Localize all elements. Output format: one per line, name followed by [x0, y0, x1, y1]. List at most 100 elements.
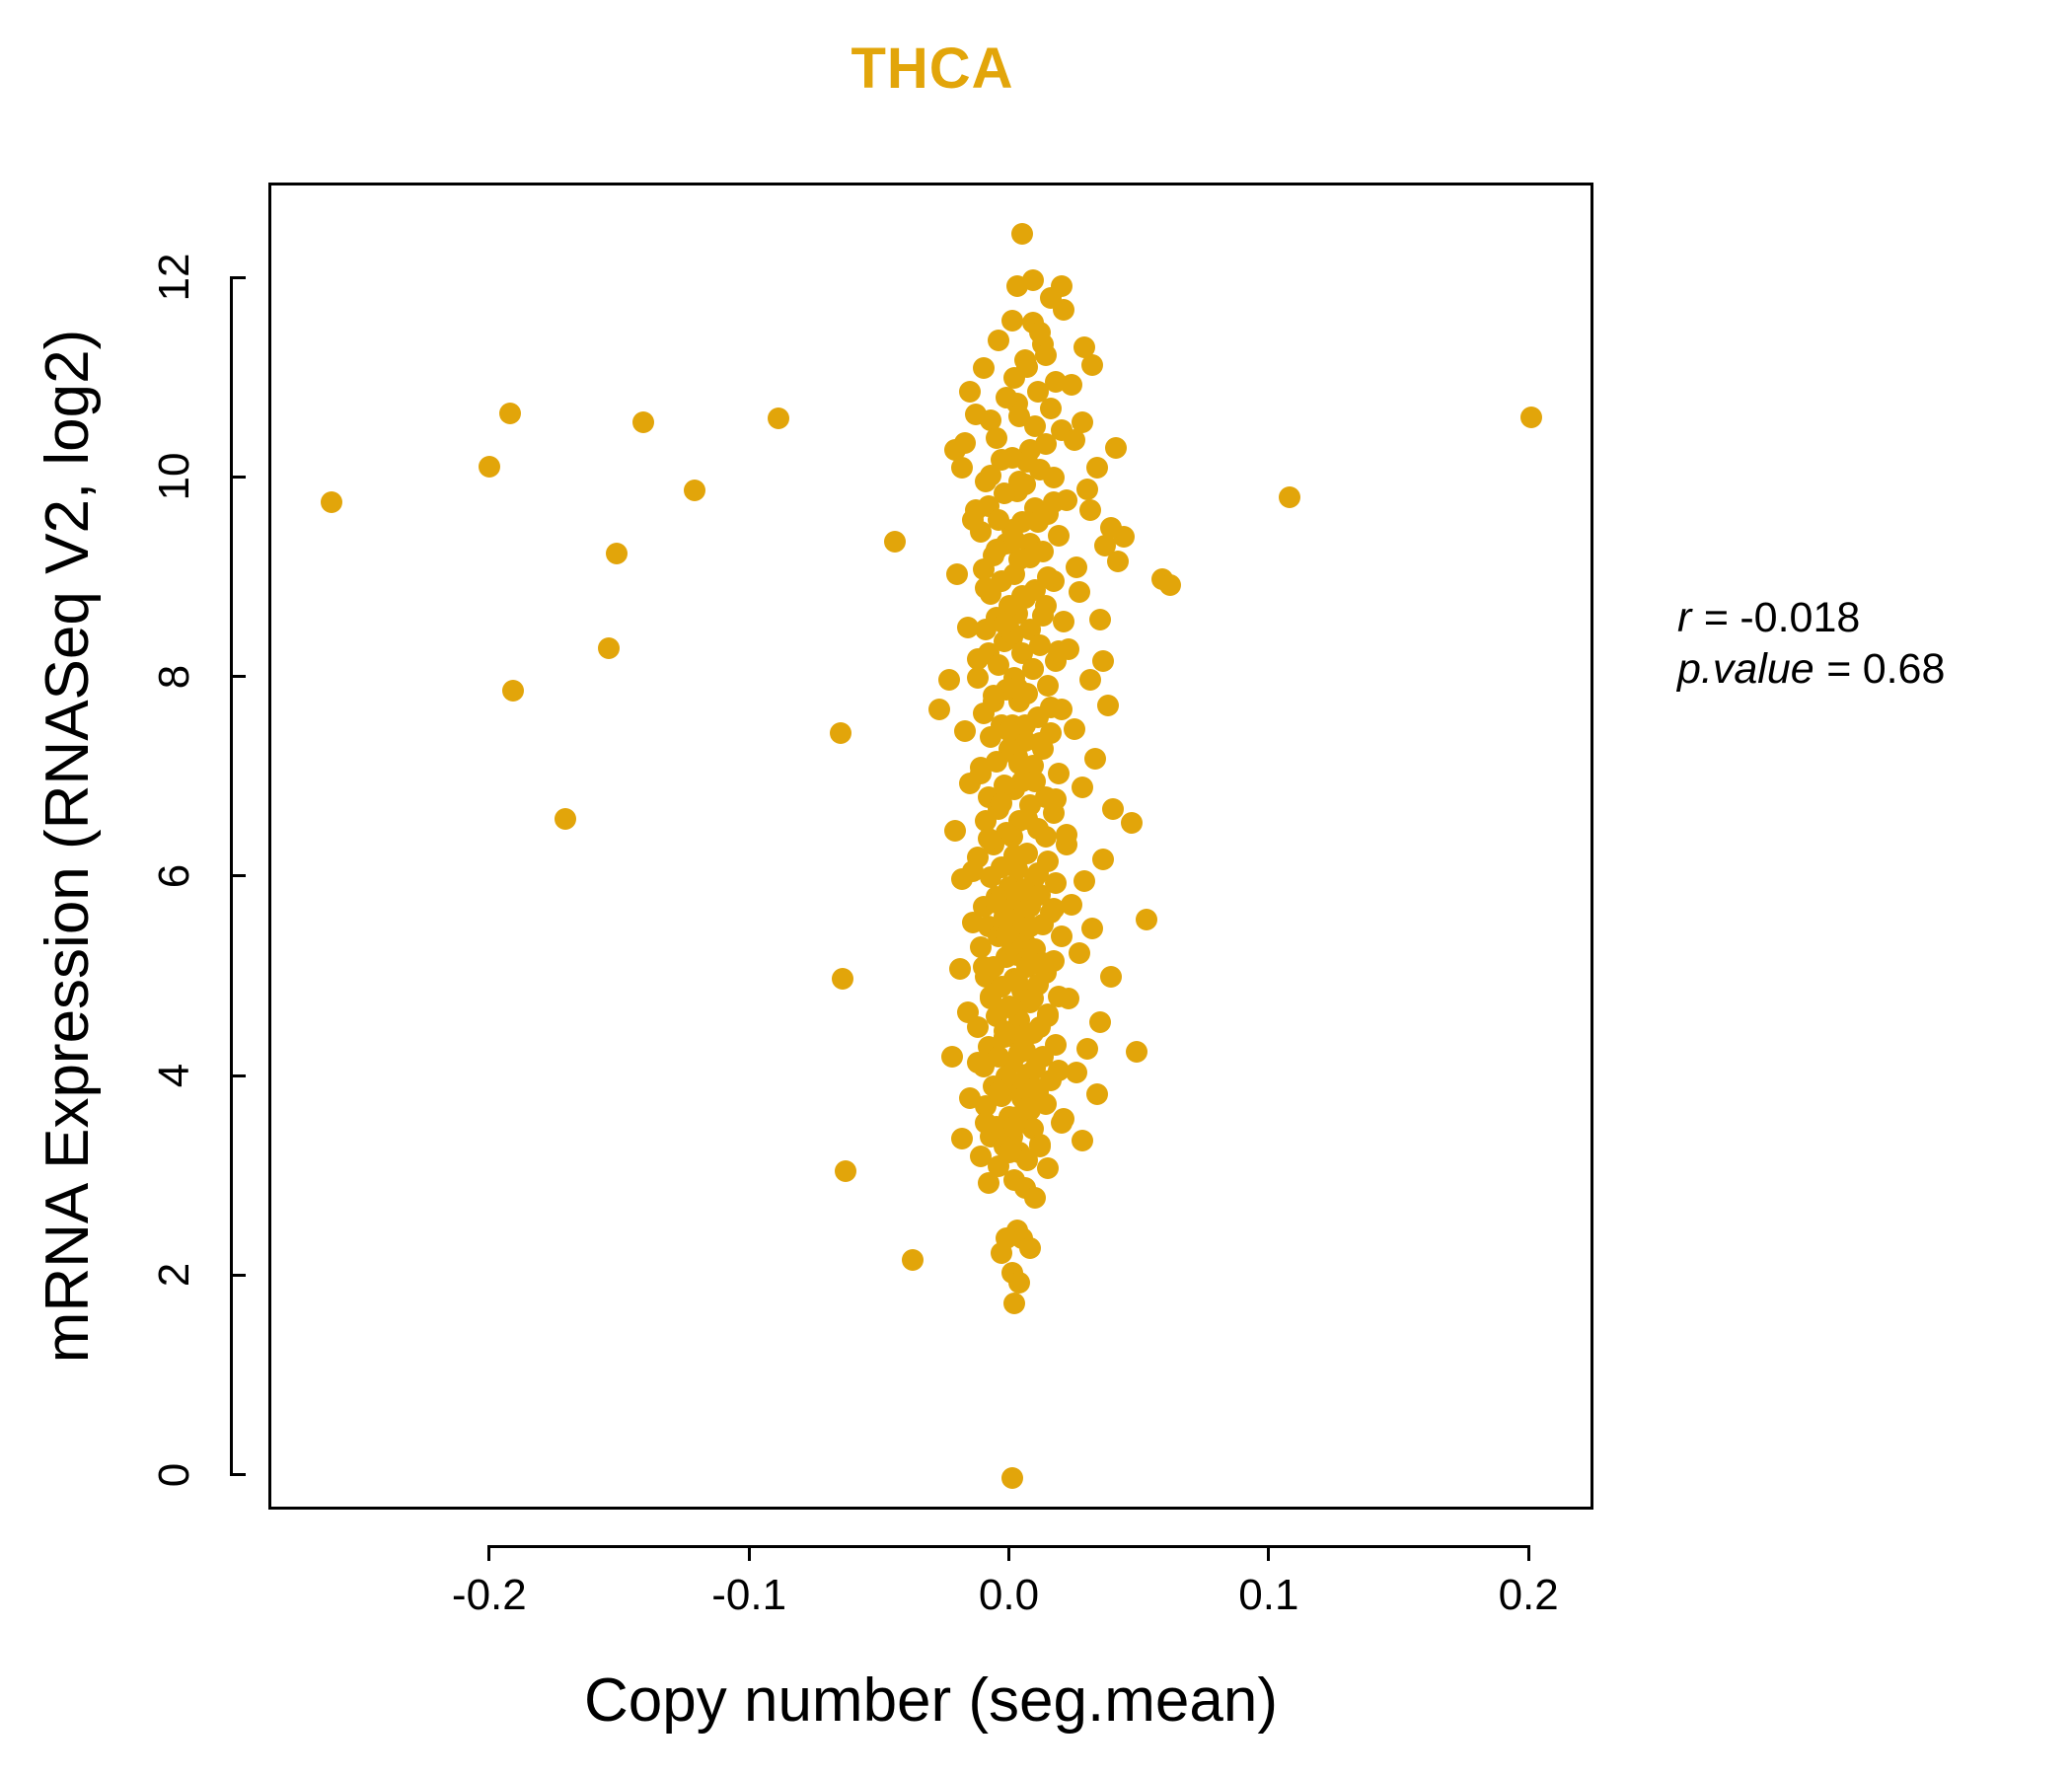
- y-axis-tick: [230, 1073, 246, 1077]
- y-axis-tick: [230, 275, 246, 279]
- scatter-point: [927, 698, 950, 720]
- scatter-point: [1021, 988, 1044, 1010]
- scatter-point: [1037, 566, 1060, 589]
- scatter-point: [1024, 1077, 1047, 1100]
- scatter-point: [1104, 436, 1127, 459]
- scatter-point: [980, 726, 1002, 749]
- scatter-point: [988, 329, 1010, 351]
- correlation-equals: =: [1691, 594, 1740, 641]
- scatter-point: [1005, 676, 1028, 699]
- scatter-point: [1032, 951, 1055, 974]
- scatter-point: [767, 407, 789, 429]
- scatter-point: [988, 1081, 1010, 1104]
- scatter-point: [1034, 432, 1057, 455]
- scatter-point: [1053, 1107, 1075, 1130]
- correlation-symbol: r: [1677, 594, 1692, 641]
- scatter-point: [1040, 696, 1062, 718]
- scatter-point: [1029, 1135, 1052, 1157]
- scatter-point: [1008, 471, 1031, 493]
- scatter-point: [940, 1045, 963, 1068]
- scatter-point: [1016, 808, 1039, 831]
- scatter-point: [1071, 776, 1093, 798]
- y-axis-tick-label: 6: [150, 863, 198, 889]
- scatter-point: [1061, 894, 1083, 917]
- scatter-point: [956, 616, 979, 638]
- scatter-point: [1042, 490, 1065, 513]
- scatter-point: [993, 482, 1015, 505]
- scatter-point: [1063, 718, 1085, 741]
- scatter-point: [1037, 1005, 1060, 1028]
- scatter-point: [1026, 381, 1049, 404]
- statistics-annotation: r = -0.018 p.value = 0.68: [1677, 592, 1945, 696]
- scatter-point: [962, 912, 984, 934]
- scatter-point: [1011, 222, 1034, 245]
- scatter-point: [948, 957, 971, 980]
- scatter-point: [938, 668, 961, 691]
- x-axis-tick-label: 0.1: [1238, 1571, 1299, 1619]
- scatter-point: [1021, 269, 1044, 292]
- pvalue-stat: p.value = 0.68: [1677, 643, 1945, 695]
- scatter-point: [684, 480, 706, 502]
- scatter-point: [1073, 869, 1096, 892]
- scatter-point: [972, 357, 995, 380]
- scatter-point: [1096, 694, 1119, 716]
- x-axis-tick: [1007, 1545, 1010, 1561]
- y-axis-tick-label: 10: [150, 452, 198, 501]
- scatter-point: [1024, 770, 1047, 792]
- scatter-point: [1081, 354, 1104, 377]
- scatter-point: [990, 1242, 1012, 1265]
- scatter-point: [1008, 752, 1031, 775]
- scatter-point: [975, 810, 998, 833]
- scatter-point: [975, 1111, 998, 1134]
- scatter-point: [1026, 510, 1049, 533]
- scatter-point: [1047, 762, 1070, 784]
- scatter-point: [1086, 1083, 1109, 1106]
- scatter-point: [1099, 965, 1122, 988]
- scatter-point: [985, 426, 1007, 449]
- scatter-point: [1078, 668, 1101, 691]
- scatter-point: [951, 457, 974, 480]
- plot-panel: [268, 183, 1593, 1510]
- scatter-point: [1089, 608, 1112, 630]
- scatter-point: [1058, 988, 1080, 1010]
- scatter-point: [1029, 634, 1052, 657]
- scatter-point: [1037, 1157, 1060, 1180]
- scatter-point: [1083, 748, 1106, 771]
- x-axis-tick-label: -0.2: [451, 1571, 527, 1619]
- scatter-point: [1003, 529, 1026, 551]
- scatter-point: [977, 1172, 999, 1195]
- pvalue-value: 0.68: [1862, 645, 1946, 694]
- scatter-point: [1013, 348, 1036, 371]
- scatter-point: [1102, 798, 1125, 821]
- scatter-point: [1078, 498, 1101, 521]
- scatter-point: [993, 774, 1015, 796]
- scatter-point: [1066, 556, 1088, 579]
- scatter-point: [1029, 732, 1052, 755]
- scatter-point: [1047, 524, 1070, 547]
- scatter-point: [832, 967, 854, 990]
- y-axis-tick: [230, 675, 246, 679]
- x-axis-tick: [487, 1545, 491, 1561]
- scatter-point: [1107, 551, 1130, 573]
- scatter-point: [977, 828, 999, 851]
- scatter-point: [969, 935, 992, 958]
- scatter-point: [1125, 1040, 1147, 1063]
- scatter-point: [980, 988, 1002, 1010]
- scatter-point: [1000, 1466, 1023, 1489]
- y-axis-tick: [230, 1473, 246, 1477]
- scatter-point: [1063, 428, 1085, 451]
- y-axis-tick-label: 12: [150, 253, 198, 302]
- scatter-point: [980, 408, 1002, 431]
- scatter-point: [972, 702, 995, 724]
- scatter-point: [985, 892, 1007, 915]
- scatter-point: [1003, 844, 1026, 866]
- scatter-point: [1089, 1011, 1112, 1034]
- scatter-point: [969, 1145, 992, 1167]
- scatter-point: [988, 654, 1010, 677]
- scatter-point: [959, 1087, 982, 1110]
- scatter-point: [1075, 1037, 1098, 1060]
- scatter-point: [956, 1001, 979, 1024]
- y-axis-tick-label: 2: [150, 1263, 198, 1288]
- scatter-point: [993, 612, 1015, 634]
